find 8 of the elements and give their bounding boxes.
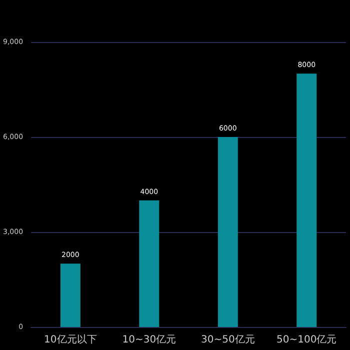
x-tick-label: 30~50亿元	[200, 334, 255, 346]
bar	[218, 137, 238, 327]
x-tick-label: 50~100亿元	[276, 334, 337, 346]
bar	[296, 74, 317, 327]
x-tick-label: 10~30亿元	[122, 334, 176, 346]
bar	[60, 264, 80, 327]
x-tick-label: 10亿元以下	[44, 334, 97, 346]
bar	[139, 200, 160, 327]
